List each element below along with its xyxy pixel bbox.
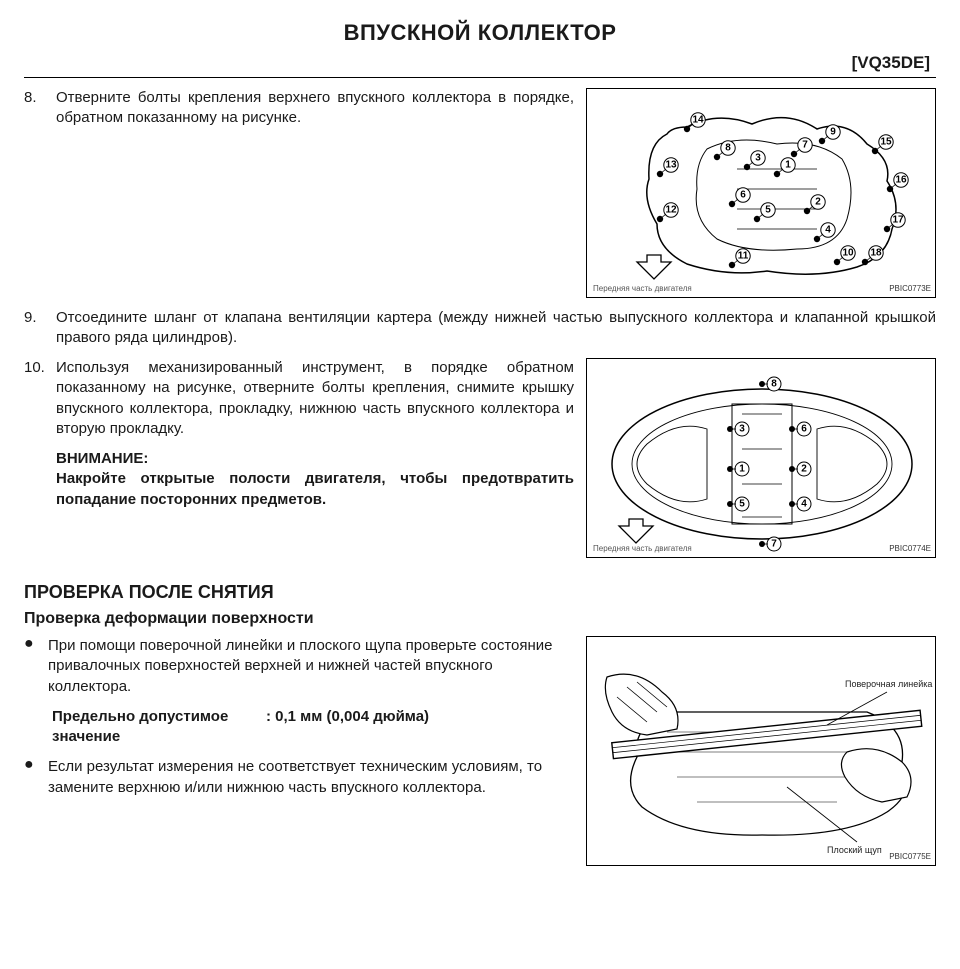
step-8-number: 8. (24, 88, 56, 129)
figure-1-caption: Передняя часть двигателя (593, 284, 692, 295)
step-10-warn-text: Накройте открытые полости двигателя, что… (56, 469, 574, 510)
step-10-warn-label: ВНИМАНИЕ: (56, 449, 574, 469)
spec-label: Предельно допустимое значение (52, 707, 242, 748)
svg-text:3: 3 (755, 152, 761, 163)
check-row: ● При помощи поверочной линейки и плоско… (24, 636, 936, 866)
title-divider (24, 77, 936, 78)
check-bullet-2: Если результат измерения не соответствуе… (48, 757, 574, 798)
fig3-ruler-label: Поверочная линейка (845, 679, 932, 689)
svg-text:4: 4 (801, 499, 807, 510)
bullet-icon: ● (24, 636, 48, 697)
svg-text:13: 13 (665, 159, 677, 170)
svg-text:17: 17 (892, 214, 904, 225)
svg-text:4: 4 (825, 224, 831, 235)
svg-text:15: 15 (880, 136, 892, 147)
svg-text:7: 7 (771, 539, 777, 550)
step-8-row: 8. Отверните болты крепления верхнего вп… (24, 88, 936, 298)
figure-2-code: PBIC0774E (889, 544, 931, 555)
svg-text:5: 5 (739, 499, 745, 510)
svg-text:11: 11 (738, 250, 749, 261)
svg-text:7: 7 (802, 139, 808, 150)
bullet-icon: ● (24, 757, 48, 798)
figure-1: 123456789101112131415161718 Передняя час… (586, 88, 936, 298)
svg-text:14: 14 (692, 114, 704, 125)
svg-text:1: 1 (739, 464, 745, 475)
step-10-number: 10. (24, 358, 56, 510)
figure-3: Поверочная линейка Плоский щуп PBIC0775E (586, 636, 936, 866)
svg-text:10: 10 (842, 247, 854, 258)
figure-2-caption: Передняя часть двигателя (593, 544, 692, 555)
svg-text:3: 3 (739, 424, 745, 435)
step-9-row: 9. Отсоедините шланг от клапана вентиляц… (24, 308, 936, 349)
step-8-text: Отверните болты крепления верхнего впуск… (56, 88, 574, 129)
check-bullet-1: При помощи поверочной линейки и плоского… (48, 636, 574, 697)
figure-1-code: PBIC0773E (889, 284, 931, 295)
figure-2: 1 2 3 4 5 6 7 8 Передняя часть двигателя PBIC07… (586, 358, 936, 558)
svg-text:9: 9 (830, 126, 836, 137)
page-title: ВПУСКНОЙ КОЛЛЕКТОР (24, 18, 936, 48)
fig3-gauge-label: Плоский щуп (827, 845, 882, 855)
step-9-text: Отсоедините шланг от клапана вентиляции … (56, 308, 936, 349)
engine-code: [VQ35DE] (24, 52, 936, 75)
svg-text:12: 12 (665, 204, 677, 215)
step-10-text: Используя механизированный инструмент, в… (56, 359, 574, 437)
svg-text:8: 8 (725, 142, 731, 153)
svg-text:6: 6 (740, 189, 746, 200)
svg-text:18: 18 (870, 247, 882, 258)
svg-text:2: 2 (815, 196, 821, 207)
check-heading: ПРОВЕРКА ПОСЛЕ СНЯТИЯ (24, 580, 936, 604)
svg-text:2: 2 (801, 464, 807, 475)
svg-text:6: 6 (801, 424, 807, 435)
step-10-row: 10. Используя механизированный инструмен… (24, 358, 936, 558)
check-subheading: Проверка деформации поверхности (24, 608, 936, 630)
figure-3-code: PBIC0775E (889, 852, 931, 863)
svg-text:16: 16 (895, 174, 907, 185)
svg-text:5: 5 (765, 204, 771, 215)
spec-value: : 0,1 мм (0,004 дюйма) (266, 707, 429, 748)
step-9-number: 9. (24, 308, 56, 349)
svg-text:8: 8 (771, 379, 777, 390)
spec-block: Предельно допустимое значение : 0,1 мм (… (52, 707, 574, 748)
svg-text:1: 1 (785, 159, 791, 170)
